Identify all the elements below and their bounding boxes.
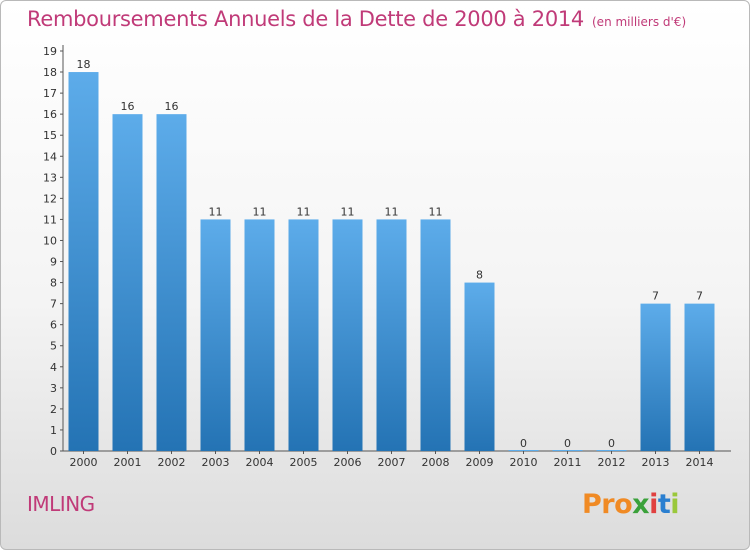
y-tick-label: 1 — [50, 424, 57, 437]
x-tick-label: 2007 — [378, 456, 406, 469]
bar-value-label: 16 — [121, 100, 135, 113]
logo-letter: i — [670, 489, 680, 520]
y-tick-label: 10 — [43, 234, 57, 247]
bar-value-label: 11 — [429, 205, 443, 218]
x-tick-label: 2006 — [334, 456, 362, 469]
x-tick-label: 2004 — [246, 456, 274, 469]
bar-value-label: 0 — [564, 437, 571, 450]
logo-letter: Pro — [582, 489, 633, 520]
logo-letter: x — [632, 489, 650, 520]
y-tick-label: 8 — [50, 277, 57, 290]
y-tick-label: 15 — [43, 129, 57, 142]
y-tick-label: 19 — [43, 45, 57, 58]
x-tick-label: 2000 — [70, 456, 98, 469]
bar — [68, 72, 99, 451]
bar-value-label: 18 — [77, 58, 91, 71]
y-tick-label: 12 — [43, 192, 57, 205]
bar-value-label: 7 — [696, 290, 703, 303]
bar-value-label: 0 — [520, 437, 527, 450]
bar — [200, 219, 231, 451]
bar — [640, 303, 671, 451]
x-tick-label: 2014 — [686, 456, 714, 469]
logo-letter: i — [649, 489, 658, 520]
y-tick-label: 6 — [50, 319, 57, 332]
y-tick-label: 5 — [50, 340, 57, 353]
bar-value-label: 7 — [652, 290, 659, 303]
bar — [684, 303, 715, 451]
x-tick-label: 2003 — [202, 456, 230, 469]
commune-name: IMLING — [27, 492, 95, 516]
y-tick-label: 7 — [50, 298, 57, 311]
y-tick-label: 11 — [43, 213, 57, 226]
bar — [376, 219, 407, 451]
bar — [332, 219, 363, 451]
bar-value-label: 16 — [165, 100, 179, 113]
x-tick-label: 2013 — [642, 456, 670, 469]
y-tick-label: 3 — [50, 382, 57, 395]
bar-value-label: 11 — [253, 205, 267, 218]
bar — [112, 114, 143, 451]
chart-title: Remboursements Annuels de la Dette de 20… — [27, 7, 584, 31]
bar — [244, 219, 275, 451]
proxiti-logo: Proxiti — [582, 489, 680, 520]
x-tick-label: 2011 — [554, 456, 582, 469]
y-tick-label: 4 — [50, 361, 57, 374]
y-tick-label: 14 — [43, 150, 57, 163]
x-tick-label: 2001 — [114, 456, 142, 469]
logo-letter: t — [657, 489, 671, 520]
x-tick-label: 2002 — [158, 456, 186, 469]
bar-value-label: 11 — [297, 205, 311, 218]
chart-title-block: Remboursements Annuels de la Dette de 20… — [27, 7, 686, 31]
bar — [156, 114, 187, 451]
y-tick-label: 0 — [50, 445, 57, 458]
y-tick-label: 2 — [50, 403, 57, 416]
y-tick-label: 9 — [50, 256, 57, 269]
bar-value-label: 8 — [476, 269, 483, 282]
bar — [420, 219, 451, 451]
y-tick-label: 17 — [43, 87, 57, 100]
bar — [288, 219, 319, 451]
bar-value-label: 11 — [341, 205, 355, 218]
y-tick-label: 16 — [43, 108, 57, 121]
chart-unit: (en milliers d'€) — [592, 15, 687, 29]
x-tick-label: 2012 — [598, 456, 626, 469]
bar — [464, 282, 495, 451]
bar-value-label: 11 — [209, 205, 223, 218]
x-tick-label: 2010 — [510, 456, 538, 469]
x-tick-label: 2005 — [290, 456, 318, 469]
bar-value-label: 11 — [385, 205, 399, 218]
y-tick-label: 18 — [43, 66, 57, 79]
x-tick-label: 2009 — [466, 456, 494, 469]
bar-value-label: 0 — [608, 437, 615, 450]
x-tick-label: 2008 — [422, 456, 450, 469]
y-tick-label: 13 — [43, 171, 57, 184]
